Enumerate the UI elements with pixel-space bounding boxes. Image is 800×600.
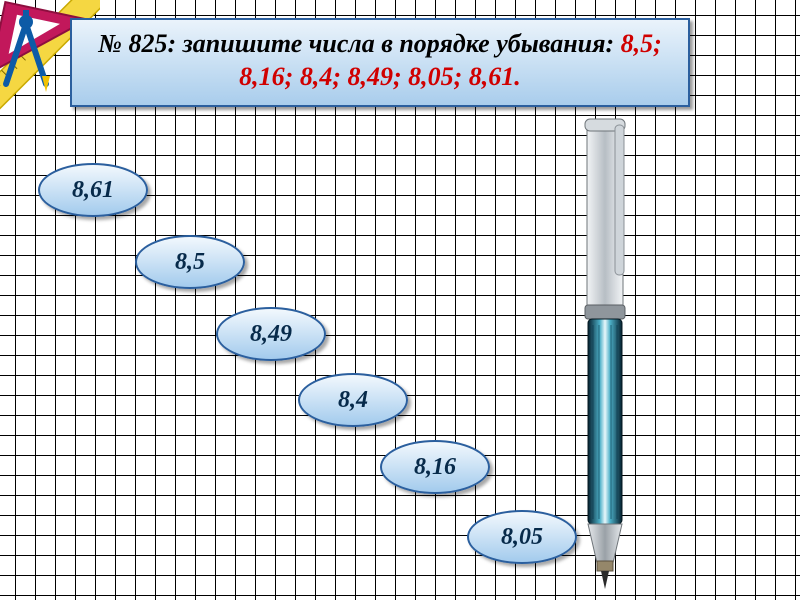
task-title-box: № 825: запишите числа в порядке убывания… — [70, 18, 690, 107]
number-bubble: 8,05 — [467, 510, 577, 564]
number-bubble-label: 8,05 — [501, 524, 543, 551]
number-bubble-label: 8,5 — [175, 249, 205, 276]
number-bubble-label: 8,16 — [414, 454, 456, 481]
number-bubble: 8,4 — [298, 373, 408, 427]
number-bubble: 8,16 — [380, 440, 490, 494]
pen-illustration — [575, 115, 635, 595]
number-bubble-label: 8,49 — [250, 321, 292, 348]
number-bubble: 8,61 — [38, 163, 148, 217]
number-bubble: 8,49 — [216, 307, 326, 361]
number-bubble: 8,5 — [135, 235, 245, 289]
task-title-prefix: № 825: запишите числа в порядке убывания… — [98, 29, 620, 58]
number-bubble-label: 8,61 — [72, 177, 114, 204]
number-bubble-label: 8,4 — [338, 387, 368, 414]
